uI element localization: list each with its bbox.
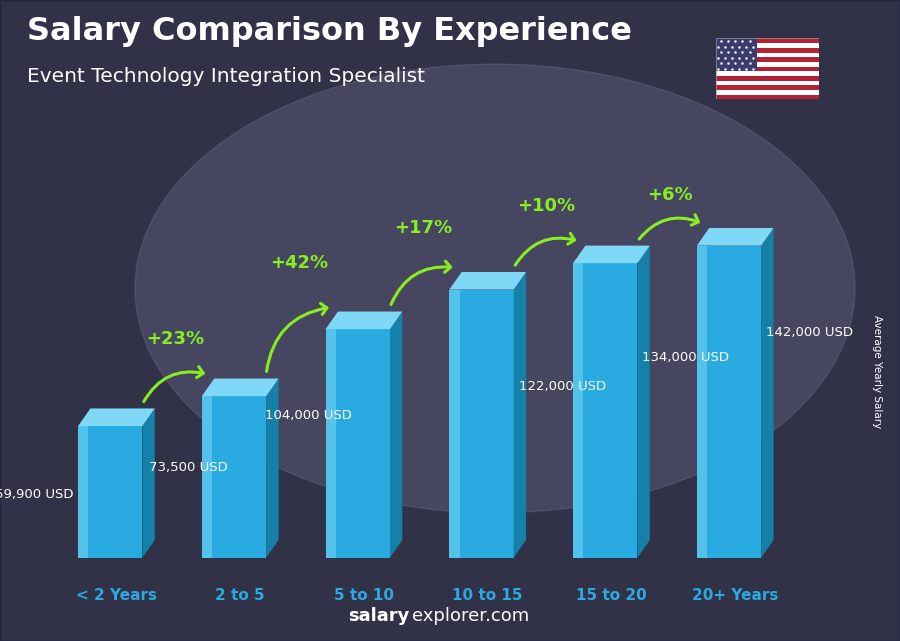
Text: 15 to 20: 15 to 20 <box>576 588 647 603</box>
Polygon shape <box>390 312 402 558</box>
Text: 73,500 USD: 73,500 USD <box>149 461 228 474</box>
Bar <box>716 67 819 71</box>
Text: Salary Comparison By Experience: Salary Comparison By Experience <box>27 16 632 47</box>
Bar <box>716 76 819 81</box>
Text: 142,000 USD: 142,000 USD <box>766 326 853 340</box>
Bar <box>449 290 514 558</box>
Text: 20+ Years: 20+ Years <box>692 588 778 603</box>
Bar <box>716 90 819 95</box>
Bar <box>326 329 390 558</box>
Bar <box>573 263 583 558</box>
Text: 134,000 USD: 134,000 USD <box>643 351 729 364</box>
Polygon shape <box>761 228 773 558</box>
Bar <box>716 38 757 71</box>
Text: +23%: +23% <box>146 329 204 348</box>
Text: 122,000 USD: 122,000 USD <box>518 379 606 392</box>
Bar <box>716 95 819 99</box>
Text: 104,000 USD: 104,000 USD <box>265 410 352 422</box>
Polygon shape <box>78 408 155 426</box>
Text: 2 to 5: 2 to 5 <box>215 588 265 603</box>
Bar <box>716 57 819 62</box>
Bar <box>716 43 819 48</box>
Bar <box>716 53 819 57</box>
Polygon shape <box>202 379 279 396</box>
Ellipse shape <box>135 64 855 513</box>
Text: < 2 Years: < 2 Years <box>76 588 157 603</box>
Polygon shape <box>697 228 773 246</box>
Text: 59,900 USD: 59,900 USD <box>0 488 73 501</box>
Bar <box>716 81 819 85</box>
Polygon shape <box>266 379 279 558</box>
Bar <box>716 71 819 76</box>
Text: 10 to 15: 10 to 15 <box>453 588 523 603</box>
Text: +10%: +10% <box>518 197 575 215</box>
Bar <box>573 263 637 558</box>
Text: +42%: +42% <box>270 254 328 272</box>
Text: Average Yearly Salary: Average Yearly Salary <box>872 315 883 428</box>
Bar <box>716 62 819 67</box>
Bar <box>202 396 266 558</box>
Bar <box>202 396 212 558</box>
Text: 5 to 10: 5 to 10 <box>334 588 394 603</box>
Bar <box>326 329 336 558</box>
Bar <box>716 38 819 43</box>
Polygon shape <box>514 272 526 558</box>
Bar <box>697 246 761 558</box>
Bar <box>78 426 142 558</box>
Text: explorer.com: explorer.com <box>412 607 529 625</box>
Text: +17%: +17% <box>393 219 452 237</box>
Polygon shape <box>449 272 526 290</box>
Polygon shape <box>637 246 650 558</box>
Polygon shape <box>142 408 155 558</box>
Text: +6%: +6% <box>647 186 693 204</box>
Bar <box>78 426 88 558</box>
Bar <box>449 290 460 558</box>
Text: Event Technology Integration Specialist: Event Technology Integration Specialist <box>27 67 425 87</box>
Bar <box>716 48 819 53</box>
Text: salary: salary <box>348 607 410 625</box>
Bar <box>697 246 707 558</box>
Polygon shape <box>326 312 402 329</box>
Bar <box>716 85 819 90</box>
Polygon shape <box>573 246 650 263</box>
